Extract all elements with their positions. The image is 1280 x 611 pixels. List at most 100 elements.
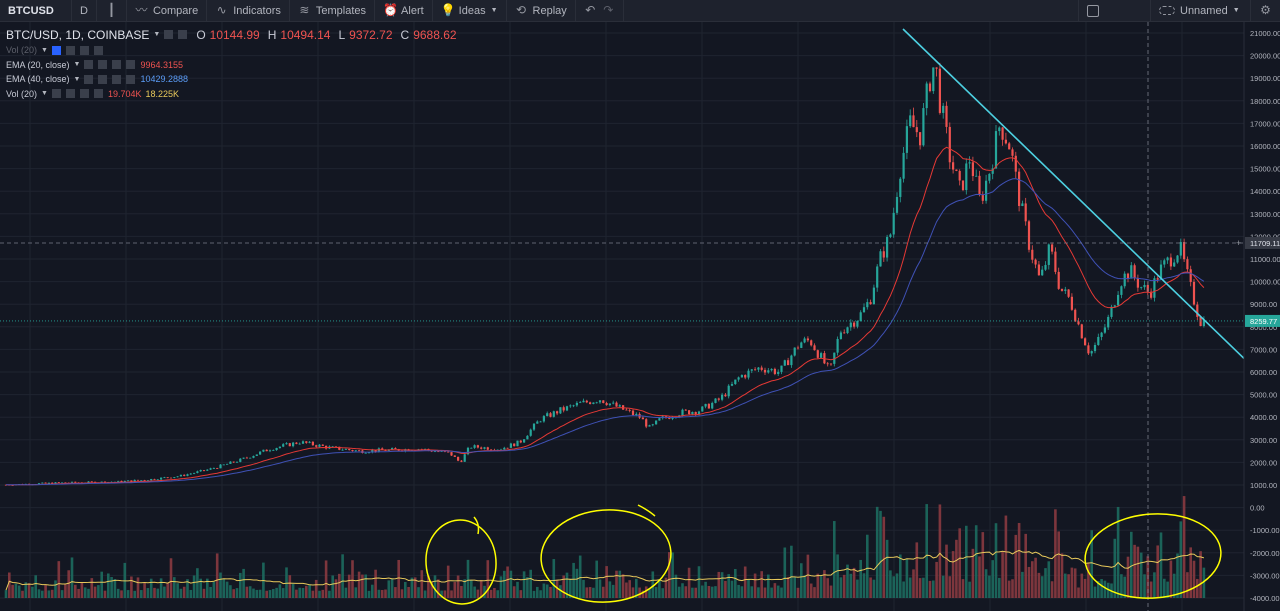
volume-bar xyxy=(420,570,424,598)
candle-body xyxy=(793,347,796,356)
chevron-down-icon[interactable]: ▼ xyxy=(153,31,161,38)
candle-body xyxy=(51,482,54,484)
eye-icon[interactable] xyxy=(51,45,61,55)
volume-bar xyxy=(651,571,655,598)
candle-body xyxy=(391,448,394,450)
remove-mini-icon[interactable] xyxy=(79,45,89,55)
volume-bar xyxy=(70,557,74,598)
more-mini-icon[interactable] xyxy=(126,60,136,70)
candle-body xyxy=(909,115,912,127)
chevron-down-icon[interactable]: ▼ xyxy=(41,90,48,98)
ema20-legend-row[interactable]: EMA (20, close) ▼ 9964.3155 xyxy=(6,58,457,73)
symbol-title[interactable]: BTC/USD, 1D, COINBASE xyxy=(6,27,150,42)
settings-mini-icon[interactable] xyxy=(178,30,188,39)
more-mini-icon[interactable] xyxy=(93,45,103,55)
price-axis-tick: 4000.00 xyxy=(1250,413,1277,422)
interval-button[interactable]: D xyxy=(72,0,97,22)
volume-bar xyxy=(875,506,879,598)
candle-body xyxy=(631,410,635,415)
eye-icon[interactable] xyxy=(84,74,94,84)
remove-mini-icon[interactable] xyxy=(112,74,122,84)
candle-body xyxy=(367,452,371,454)
candle-body xyxy=(542,416,545,422)
volume-bar xyxy=(526,577,529,598)
volume-bar xyxy=(565,572,569,598)
chevron-down-icon[interactable]: ▼ xyxy=(73,61,81,69)
vol-legend-row[interactable]: Vol (20) ▼ 19.704K 18.225K xyxy=(6,87,457,102)
chevron-down-icon: ▼ xyxy=(1232,7,1240,14)
volume-bar xyxy=(229,585,232,598)
candle-body xyxy=(90,481,93,483)
compare-button[interactable]: 〰 Compare xyxy=(127,0,208,22)
volume-bar xyxy=(994,523,998,598)
settings-mini-icon[interactable] xyxy=(65,45,75,55)
more-mini-icon[interactable] xyxy=(93,89,103,99)
undo-button[interactable]: ↶ ↷ xyxy=(576,0,624,22)
layout-save-button[interactable]: Unnamed ▼ xyxy=(1150,0,1250,22)
candle-body xyxy=(1077,321,1080,325)
volume-bar xyxy=(1186,572,1189,598)
price-chart-svg[interactable]: 21000.00 20000.00 19000.00 18000.00 17000.00… xyxy=(0,22,1280,611)
candle-body xyxy=(859,312,862,321)
volume-bar xyxy=(1070,567,1074,598)
volume-bar xyxy=(460,585,463,598)
settings-mini-icon[interactable] xyxy=(65,89,75,99)
volume-bar xyxy=(278,584,282,598)
volume-bar xyxy=(453,582,457,598)
chart-type-button[interactable]: ┃ xyxy=(97,0,127,22)
settings-mini-icon[interactable] xyxy=(98,74,108,84)
alert-button[interactable]: ⏰ Alert xyxy=(375,0,433,22)
more-mini-icon[interactable] xyxy=(126,74,136,84)
candle-body xyxy=(153,478,156,480)
volume-bar xyxy=(631,587,635,598)
eye-icon[interactable] xyxy=(51,89,61,99)
volume-bar xyxy=(235,588,239,598)
volume-bar xyxy=(908,577,912,598)
volume-bar xyxy=(199,578,202,598)
ema40-line xyxy=(6,178,1205,486)
candle-body xyxy=(928,83,932,92)
candle-body xyxy=(783,360,786,366)
candle-body xyxy=(760,367,763,370)
candle-body xyxy=(265,449,268,452)
candle-body xyxy=(255,454,258,456)
settings-mini-icon[interactable] xyxy=(98,60,108,70)
remove-mini-icon[interactable] xyxy=(79,89,89,99)
volume-bar xyxy=(549,586,552,598)
ideas-button[interactable]: 💡 Ideas ▼ xyxy=(433,0,507,22)
settings-button[interactable]: ⚙ xyxy=(1250,0,1280,22)
volume-bar xyxy=(410,577,414,598)
templates-button[interactable]: ≋ Templates xyxy=(290,0,376,22)
ema40-legend-row[interactable]: EMA (40, close) ▼ 10429.2888 xyxy=(6,72,457,87)
eye-icon[interactable] xyxy=(164,30,174,39)
chart-pane[interactable]: 21000.00 20000.00 19000.00 18000.00 17000.00… xyxy=(0,22,1280,611)
alert-label: Alert xyxy=(401,4,424,17)
candle-body xyxy=(1070,296,1073,310)
candle-body xyxy=(655,420,658,425)
replay-button[interactable]: ⟲ Replay xyxy=(507,0,576,22)
vol-collapsed-row[interactable]: Vol (20) ▼ xyxy=(6,43,457,58)
volume-bar xyxy=(110,576,113,598)
candle-body xyxy=(1097,336,1100,345)
indicators-button[interactable]: ∿ Indicators xyxy=(207,0,290,22)
fullscreen-button[interactable] xyxy=(1078,0,1150,22)
symbol-search-button[interactable]: BTCUSD xyxy=(0,0,72,22)
candle-body xyxy=(826,363,829,365)
remove-mini-icon[interactable] xyxy=(112,60,122,70)
chevron-down-icon[interactable]: ▼ xyxy=(41,46,48,54)
volume-bar xyxy=(796,587,800,598)
symbol-label: BTCUSD xyxy=(8,4,54,17)
eye-icon[interactable] xyxy=(84,60,94,70)
price-axis-tick: -3000.00 xyxy=(1250,571,1280,580)
volume-bar xyxy=(1143,574,1146,598)
candle-body xyxy=(938,68,941,113)
candle-body xyxy=(645,419,648,427)
volume-bar xyxy=(750,586,754,598)
price-axis-tick: 12000.00 xyxy=(1250,232,1280,241)
candle-body xyxy=(585,400,588,403)
candle-body xyxy=(955,169,958,171)
candle-body xyxy=(202,470,206,471)
redo-icon[interactable]: ↷ xyxy=(603,3,614,17)
chevron-down-icon[interactable]: ▼ xyxy=(73,75,81,83)
volume-bar xyxy=(272,589,275,598)
